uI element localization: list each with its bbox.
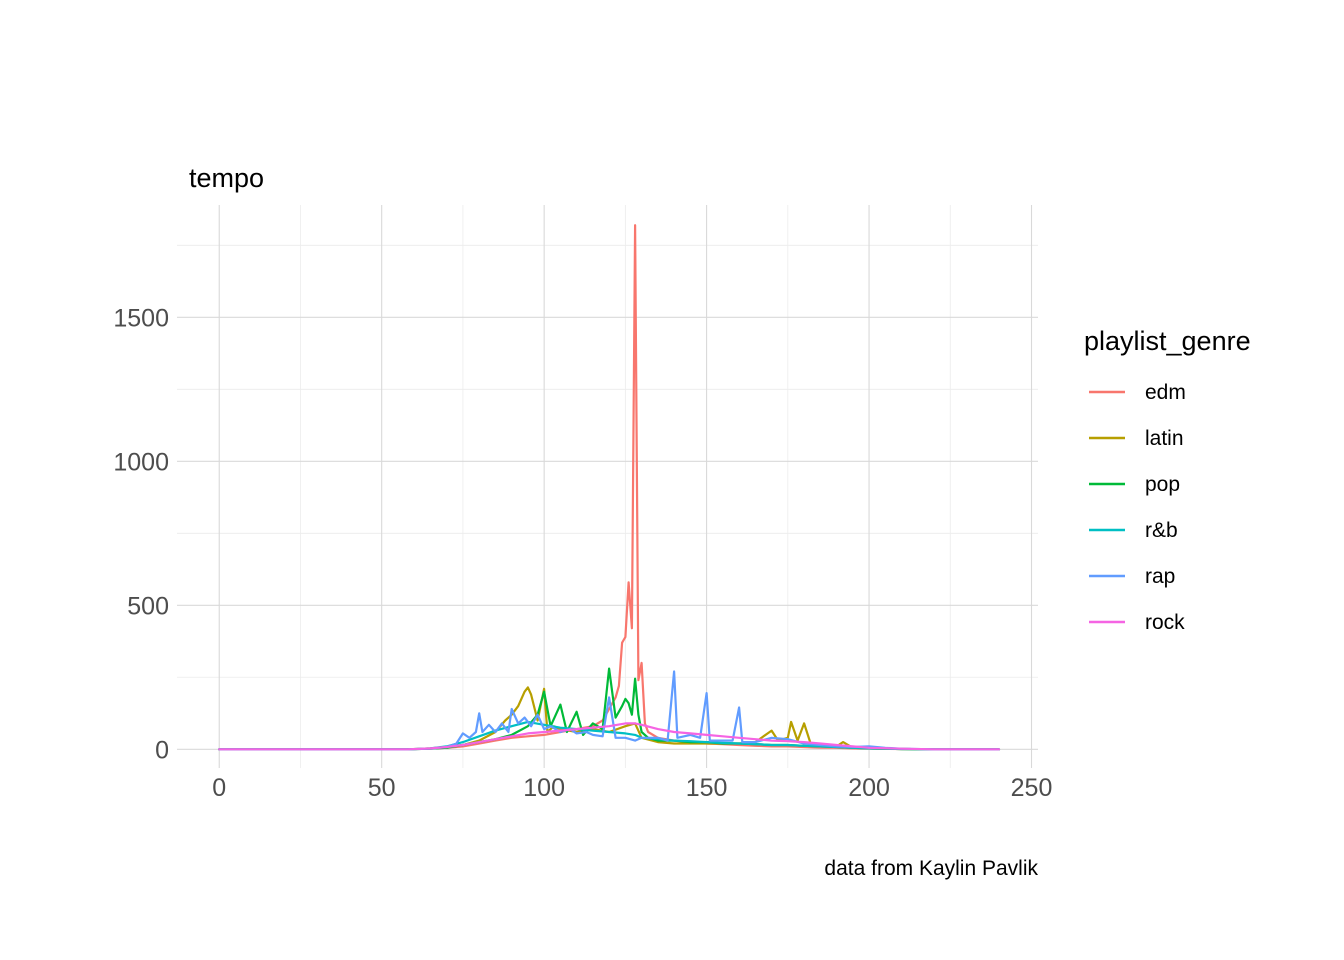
legend-label: edm bbox=[1145, 381, 1186, 404]
legend-title: playlist_genre bbox=[1084, 326, 1251, 356]
x-tick-label: 100 bbox=[523, 774, 565, 802]
series-line-rock bbox=[218, 722, 1001, 751]
legend-items: edm latin pop r&b rap rock bbox=[1089, 381, 1186, 634]
x-tick-label: 0 bbox=[212, 774, 226, 802]
y-tick-label: 0 bbox=[155, 736, 169, 764]
legend-label: rap bbox=[1145, 565, 1175, 588]
legend-label: rock bbox=[1145, 611, 1185, 634]
series-line-edm bbox=[218, 224, 1001, 751]
legend-label: latin bbox=[1145, 427, 1184, 450]
grid bbox=[177, 205, 1038, 768]
x-tick-label: 250 bbox=[1011, 774, 1053, 802]
caption: data from Kaylin Pavlik bbox=[824, 857, 1038, 880]
y-tick-label: 1000 bbox=[113, 448, 169, 476]
y-axis-title: tempo bbox=[189, 163, 264, 193]
legend: playlist_genre edm latin pop r&b rap rock bbox=[1084, 326, 1251, 634]
series-line-rb bbox=[218, 720, 1001, 751]
x-axis-ticks: 0 50 100 150 200 250 bbox=[212, 774, 1052, 802]
legend-label: r&b bbox=[1145, 519, 1178, 542]
series-lines bbox=[218, 224, 1001, 751]
y-axis-ticks: 0 500 1000 1500 bbox=[113, 304, 169, 764]
legend-label: pop bbox=[1145, 473, 1180, 496]
x-tick-label: 50 bbox=[368, 774, 396, 802]
y-tick-label: 500 bbox=[127, 592, 169, 620]
x-tick-label: 200 bbox=[848, 774, 890, 802]
series-line-rap bbox=[218, 670, 1001, 751]
x-tick-label: 150 bbox=[686, 774, 728, 802]
y-tick-label: 1500 bbox=[113, 304, 169, 332]
